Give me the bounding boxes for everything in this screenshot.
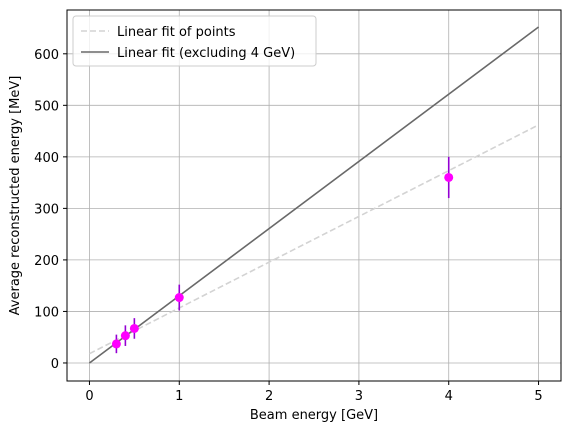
fit-line-all-points	[89, 124, 539, 355]
fit-lines	[88, 26, 540, 364]
x-tick-label: 0	[85, 389, 93, 404]
data-point	[444, 172, 454, 182]
legend: Linear fit of points Linear fit (excludi…	[72, 15, 317, 67]
y-tick-label: 300	[34, 202, 59, 217]
plot-frame	[66, 9, 562, 382]
x-tick-label: 3	[355, 389, 363, 404]
data-point	[129, 323, 139, 333]
data-point	[174, 293, 184, 303]
axis-ticks: 0 1 2 3 4 5 0 100 200 300 400 500 600	[34, 48, 543, 404]
y-tick-label: 500	[34, 99, 59, 114]
x-axis-label: Beam energy [GeV]	[250, 408, 378, 423]
data-point	[111, 339, 121, 349]
legend-label-linear-fit: Linear fit of points	[117, 25, 236, 40]
x-tick-label: 4	[445, 389, 453, 404]
data-point	[120, 331, 130, 341]
y-axis-label: Average reconstructed energy [MeV]	[8, 76, 23, 316]
legend-label-linear-fit-excluding: Linear fit (excluding 4 GeV)	[117, 46, 295, 61]
data-points	[111, 156, 454, 354]
y-tick-label: 400	[34, 151, 59, 166]
x-tick-label: 1	[175, 389, 183, 404]
fit-line-excluding-4gev	[88, 26, 540, 364]
x-tick-label: 2	[265, 389, 273, 404]
legend-box	[72, 15, 317, 67]
x-tick-label: 5	[534, 389, 542, 404]
y-tick-label: 600	[34, 48, 59, 63]
y-tick-label: 0	[51, 357, 59, 372]
y-tick-label: 200	[34, 254, 59, 269]
y-tick-label: 100	[34, 305, 59, 320]
